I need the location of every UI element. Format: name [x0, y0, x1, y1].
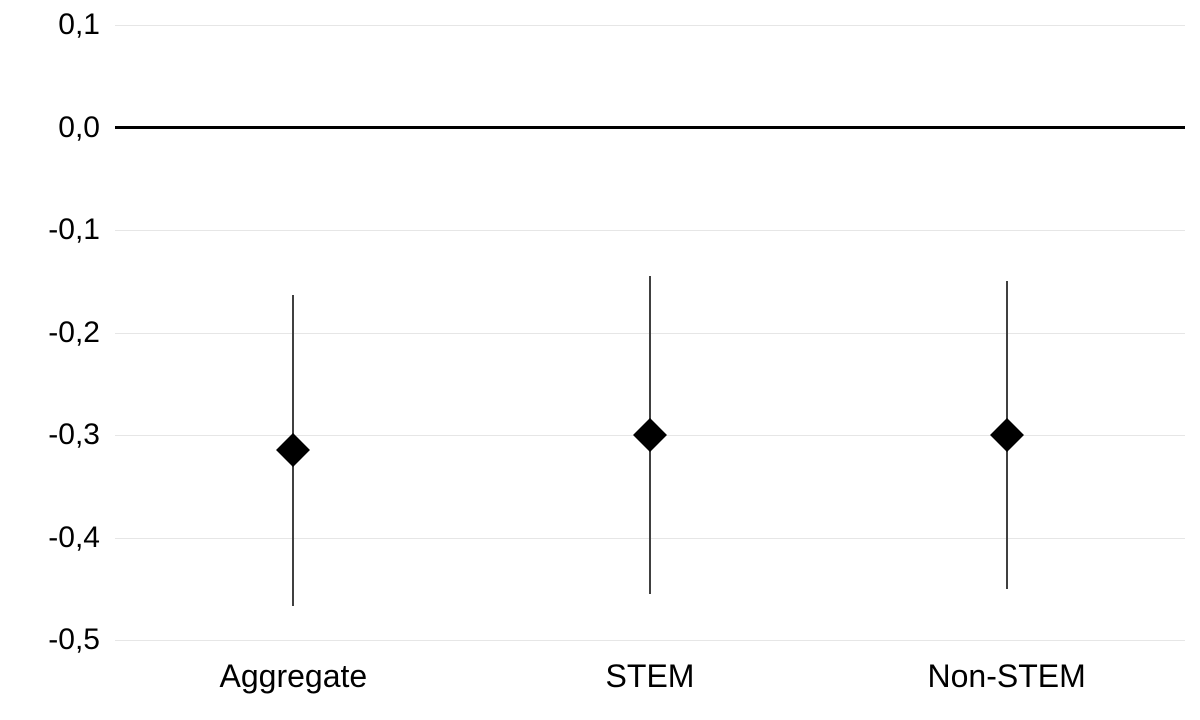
- point-marker: [990, 418, 1024, 452]
- gridline: [115, 640, 1185, 641]
- x-axis-category-label: Aggregate: [220, 658, 368, 695]
- plot-area: [115, 25, 1185, 640]
- chart-container: 0,1 0,0 -0,1 -0,2 -0,3 -0,4 -0,5 Aggregate STEM N…: [0, 0, 1200, 720]
- y-axis-tick-label: -0,1: [5, 213, 100, 247]
- x-axis-category-label: STEM: [606, 658, 695, 695]
- y-axis-tick-label: 0,0: [5, 111, 100, 145]
- gridline: [115, 230, 1185, 231]
- gridline: [115, 25, 1185, 26]
- point-marker: [276, 433, 310, 467]
- y-axis-tick-label: -0,2: [5, 316, 100, 350]
- y-axis-tick-label: -0,5: [5, 623, 100, 657]
- y-axis-tick-label: -0,4: [5, 521, 100, 555]
- y-axis-tick-label: 0,1: [5, 8, 100, 42]
- x-axis-category-label: Non-STEM: [928, 658, 1086, 695]
- y-axis-tick-label: -0,3: [5, 418, 100, 452]
- zero-line: [115, 126, 1185, 129]
- point-marker: [633, 418, 667, 452]
